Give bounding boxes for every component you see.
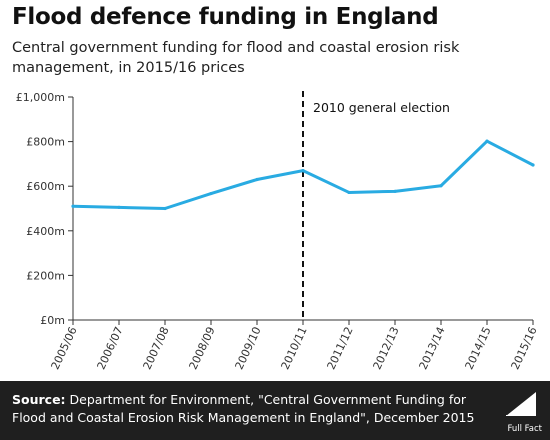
- x-tick-label: 2010/11: [279, 325, 310, 372]
- source-label: Source:: [12, 392, 66, 407]
- funding-data-point: [209, 191, 213, 196]
- x-tick-label: 2014/15: [463, 325, 494, 372]
- funding-data-point: [117, 205, 121, 209]
- x-tick-label: 2007/08: [141, 325, 172, 372]
- funding-data-point: [255, 177, 259, 182]
- line-chart: £0m £200m £400m £600m £800m £1,000m 2005/06 200…: [16, 91, 540, 372]
- x-tick-label: 2008/09: [187, 325, 218, 372]
- x-tick-label: 2006/07: [95, 325, 126, 372]
- y-tick-label: £400m: [26, 225, 65, 238]
- y-tick-label: £800m: [26, 136, 65, 149]
- funding-data-point: [531, 163, 535, 167]
- funding-data-point: [301, 168, 305, 173]
- x-tick-label: 2011/12: [325, 325, 356, 372]
- funding-data-point: [347, 190, 351, 195]
- y-tick-label: £200m: [26, 269, 65, 282]
- full-fact-logo-icon: [506, 392, 536, 416]
- y-tick-label: £0m: [40, 314, 65, 327]
- x-tick-label: 2005/06: [49, 325, 80, 372]
- x-tick-label: 2009/10: [233, 325, 264, 372]
- brand-name: Full Fact: [507, 424, 542, 434]
- chart-subtitle: Central government funding for flood and…: [12, 40, 460, 76]
- x-tick-label: 2015/16: [509, 325, 540, 372]
- source-text: Department for Environment, "Central Gov…: [12, 392, 475, 425]
- source-note: Source: Department for Environment, "Cen…: [12, 391, 487, 427]
- funding-data-point: [393, 189, 397, 193]
- y-tick-label: £1,000m: [16, 91, 65, 104]
- funding-data-point: [485, 139, 489, 143]
- funding-data-point: [71, 204, 75, 208]
- funding-data-point: [163, 206, 167, 211]
- y-tick-label: £600m: [26, 180, 65, 193]
- source-footer: Source: Department for Environment, "Cen…: [0, 381, 550, 440]
- x-tick-label: 2013/14: [417, 325, 448, 372]
- x-tick-label: 2012/13: [371, 325, 402, 372]
- chart-title: Flood defence funding in England: [12, 4, 439, 30]
- election-annotation-label: 2010 general election: [313, 100, 450, 115]
- funding-data-point: [439, 184, 443, 188]
- full-fact-logo: Full Fact: [496, 390, 542, 434]
